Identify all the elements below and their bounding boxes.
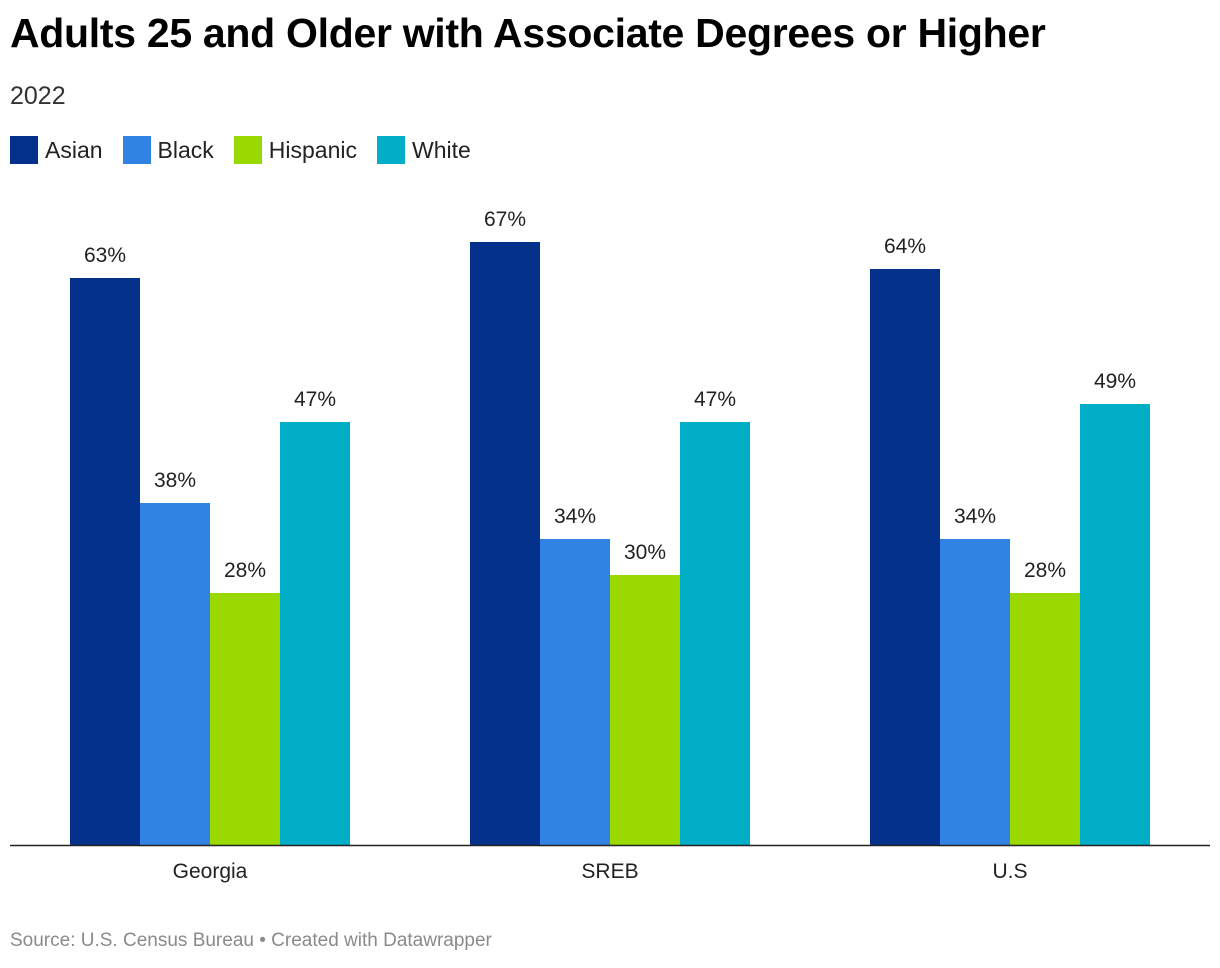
legend-swatch-hispanic bbox=[233, 136, 262, 164]
x-tick-label-georgia: Georgia bbox=[173, 860, 248, 883]
legend-item-black: Black bbox=[122, 136, 214, 164]
data-label-georgia-white: 47% bbox=[294, 388, 336, 411]
legend-swatch-asian bbox=[10, 136, 38, 164]
x-tick-label-u-s: U.S bbox=[992, 860, 1027, 883]
bar-georgia-black bbox=[140, 503, 210, 845]
legend-swatch-white bbox=[377, 136, 406, 164]
data-label-sreb-black: 34% bbox=[554, 505, 596, 528]
bar-u-s-asian bbox=[870, 269, 940, 845]
data-label-georgia-black: 38% bbox=[154, 469, 196, 492]
legend-item-hispanic: Hispanic bbox=[233, 136, 358, 164]
legend-label-hispanic: Hispanic bbox=[268, 136, 358, 163]
legend-label-black: Black bbox=[157, 136, 214, 163]
data-label-georgia-asian: 63% bbox=[84, 244, 126, 267]
bar-sreb-asian bbox=[470, 242, 540, 845]
data-label-sreb-hispanic: 30% bbox=[624, 541, 666, 564]
data-label-u-s-black: 34% bbox=[954, 505, 996, 528]
legend-swatch-black bbox=[122, 136, 151, 164]
source-note: Source: U.S. Census Bureau • Created wit… bbox=[10, 930, 492, 951]
legend-label-asian: Asian bbox=[45, 136, 103, 163]
legend-item-white: White bbox=[377, 136, 471, 164]
data-label-georgia-hispanic: 28% bbox=[224, 559, 266, 582]
bar-georgia-asian bbox=[70, 278, 140, 845]
legend-item-asian: Asian bbox=[10, 136, 103, 164]
bar-sreb-white bbox=[680, 422, 750, 845]
bar-u-s-hispanic bbox=[1010, 593, 1080, 845]
bar-sreb-hispanic bbox=[610, 575, 680, 845]
data-label-sreb-asian: 67% bbox=[484, 208, 526, 231]
x-tick-label-sreb: SREB bbox=[581, 860, 638, 883]
bar-u-s-white bbox=[1080, 404, 1150, 845]
data-label-u-s-white: 49% bbox=[1094, 370, 1136, 393]
bar-sreb-black bbox=[540, 539, 610, 845]
data-label-u-s-hispanic: 28% bbox=[1024, 559, 1066, 582]
bar-u-s-black bbox=[940, 539, 1010, 845]
chart-legend: Asian Black Hispanic White bbox=[10, 136, 491, 164]
bar-georgia-white bbox=[280, 422, 350, 845]
data-label-u-s-asian: 64% bbox=[884, 235, 926, 258]
chart-subtitle: 2022 bbox=[10, 82, 66, 110]
legend-label-white: White bbox=[412, 136, 471, 163]
chart-title: Adults 25 and Older with Associate Degre… bbox=[10, 10, 1046, 56]
data-label-sreb-white: 47% bbox=[694, 388, 736, 411]
bar-georgia-hispanic bbox=[210, 593, 280, 845]
